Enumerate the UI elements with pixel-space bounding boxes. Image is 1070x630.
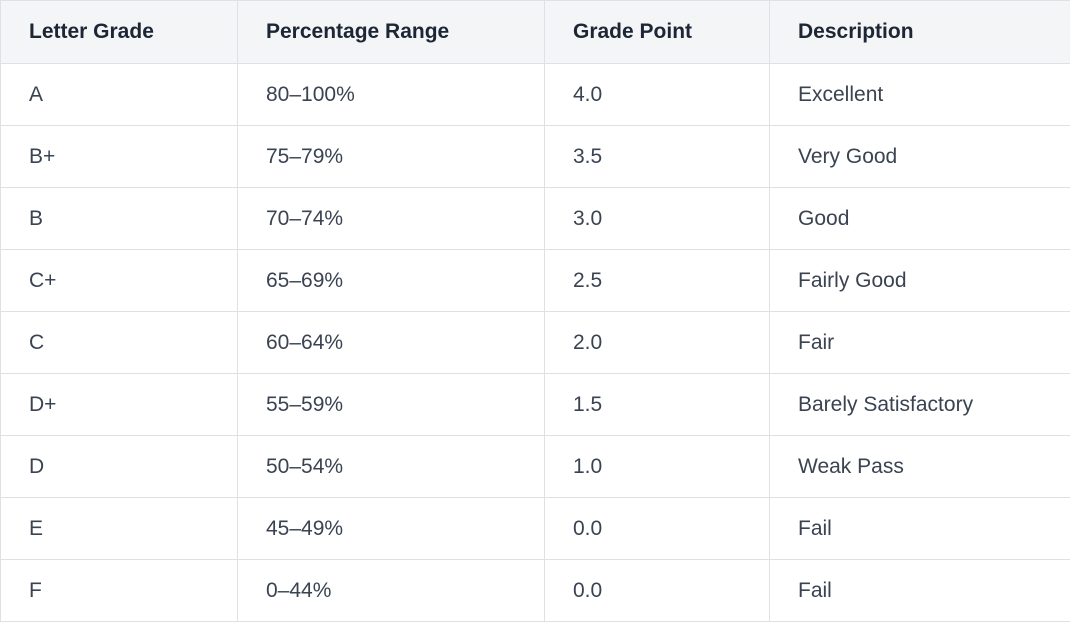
cell-description: Weak Pass (769, 435, 1070, 498)
cell-description: Fail (769, 497, 1070, 560)
cell-letter-grade: A (0, 63, 238, 126)
table-row: D+ 55–59% 1.5 Barely Satisfactory (0, 373, 1070, 436)
header-row: Letter Grade Percentage Range Grade Poin… (0, 0, 1070, 64)
cell-grade-point: 2.5 (544, 249, 770, 312)
cell-percentage-range: 50–54% (237, 435, 545, 498)
cell-grade-point: 4.0 (544, 63, 770, 126)
cell-percentage-range: 75–79% (237, 125, 545, 188)
cell-letter-grade: E (0, 497, 238, 560)
cell-description: Very Good (769, 125, 1070, 188)
cell-letter-grade: D+ (0, 373, 238, 436)
cell-letter-grade: D (0, 435, 238, 498)
table-row: B 70–74% 3.0 Good (0, 187, 1070, 250)
table-row: C+ 65–69% 2.5 Fairly Good (0, 249, 1070, 312)
cell-description: Fairly Good (769, 249, 1070, 312)
table-row: B+ 75–79% 3.5 Very Good (0, 125, 1070, 188)
table-header: Letter Grade Percentage Range Grade Poin… (0, 0, 1070, 64)
cell-percentage-range: 80–100% (237, 63, 545, 126)
cell-letter-grade: F (0, 559, 238, 622)
cell-description: Barely Satisfactory (769, 373, 1070, 436)
cell-percentage-range: 65–69% (237, 249, 545, 312)
cell-grade-point: 1.0 (544, 435, 770, 498)
cell-letter-grade: C+ (0, 249, 238, 312)
cell-percentage-range: 0–44% (237, 559, 545, 622)
table-row: F 0–44% 0.0 Fail (0, 559, 1070, 622)
cell-grade-point: 3.0 (544, 187, 770, 250)
cell-description: Fair (769, 311, 1070, 374)
cell-grade-point: 0.0 (544, 497, 770, 560)
cell-letter-grade: C (0, 311, 238, 374)
cell-letter-grade: B (0, 187, 238, 250)
table-row: E 45–49% 0.0 Fail (0, 497, 1070, 560)
cell-percentage-range: 55–59% (237, 373, 545, 436)
cell-letter-grade: B+ (0, 125, 238, 188)
header-grade-point: Grade Point (544, 0, 770, 64)
table-row: D 50–54% 1.0 Weak Pass (0, 435, 1070, 498)
cell-description: Good (769, 187, 1070, 250)
cell-grade-point: 3.5 (544, 125, 770, 188)
table-row: A 80–100% 4.0 Excellent (0, 63, 1070, 126)
cell-grade-point: 0.0 (544, 559, 770, 622)
cell-percentage-range: 45–49% (237, 497, 545, 560)
cell-description: Fail (769, 559, 1070, 622)
cell-percentage-range: 60–64% (237, 311, 545, 374)
header-description: Description (769, 0, 1070, 64)
table-body: A 80–100% 4.0 Excellent B+ 75–79% 3.5 Ve… (0, 63, 1070, 622)
cell-grade-point: 1.5 (544, 373, 770, 436)
cell-grade-point: 2.0 (544, 311, 770, 374)
table-row: C 60–64% 2.0 Fair (0, 311, 1070, 374)
cell-description: Excellent (769, 63, 1070, 126)
cell-percentage-range: 70–74% (237, 187, 545, 250)
header-letter-grade: Letter Grade (0, 0, 238, 64)
header-percentage-range: Percentage Range (237, 0, 545, 64)
